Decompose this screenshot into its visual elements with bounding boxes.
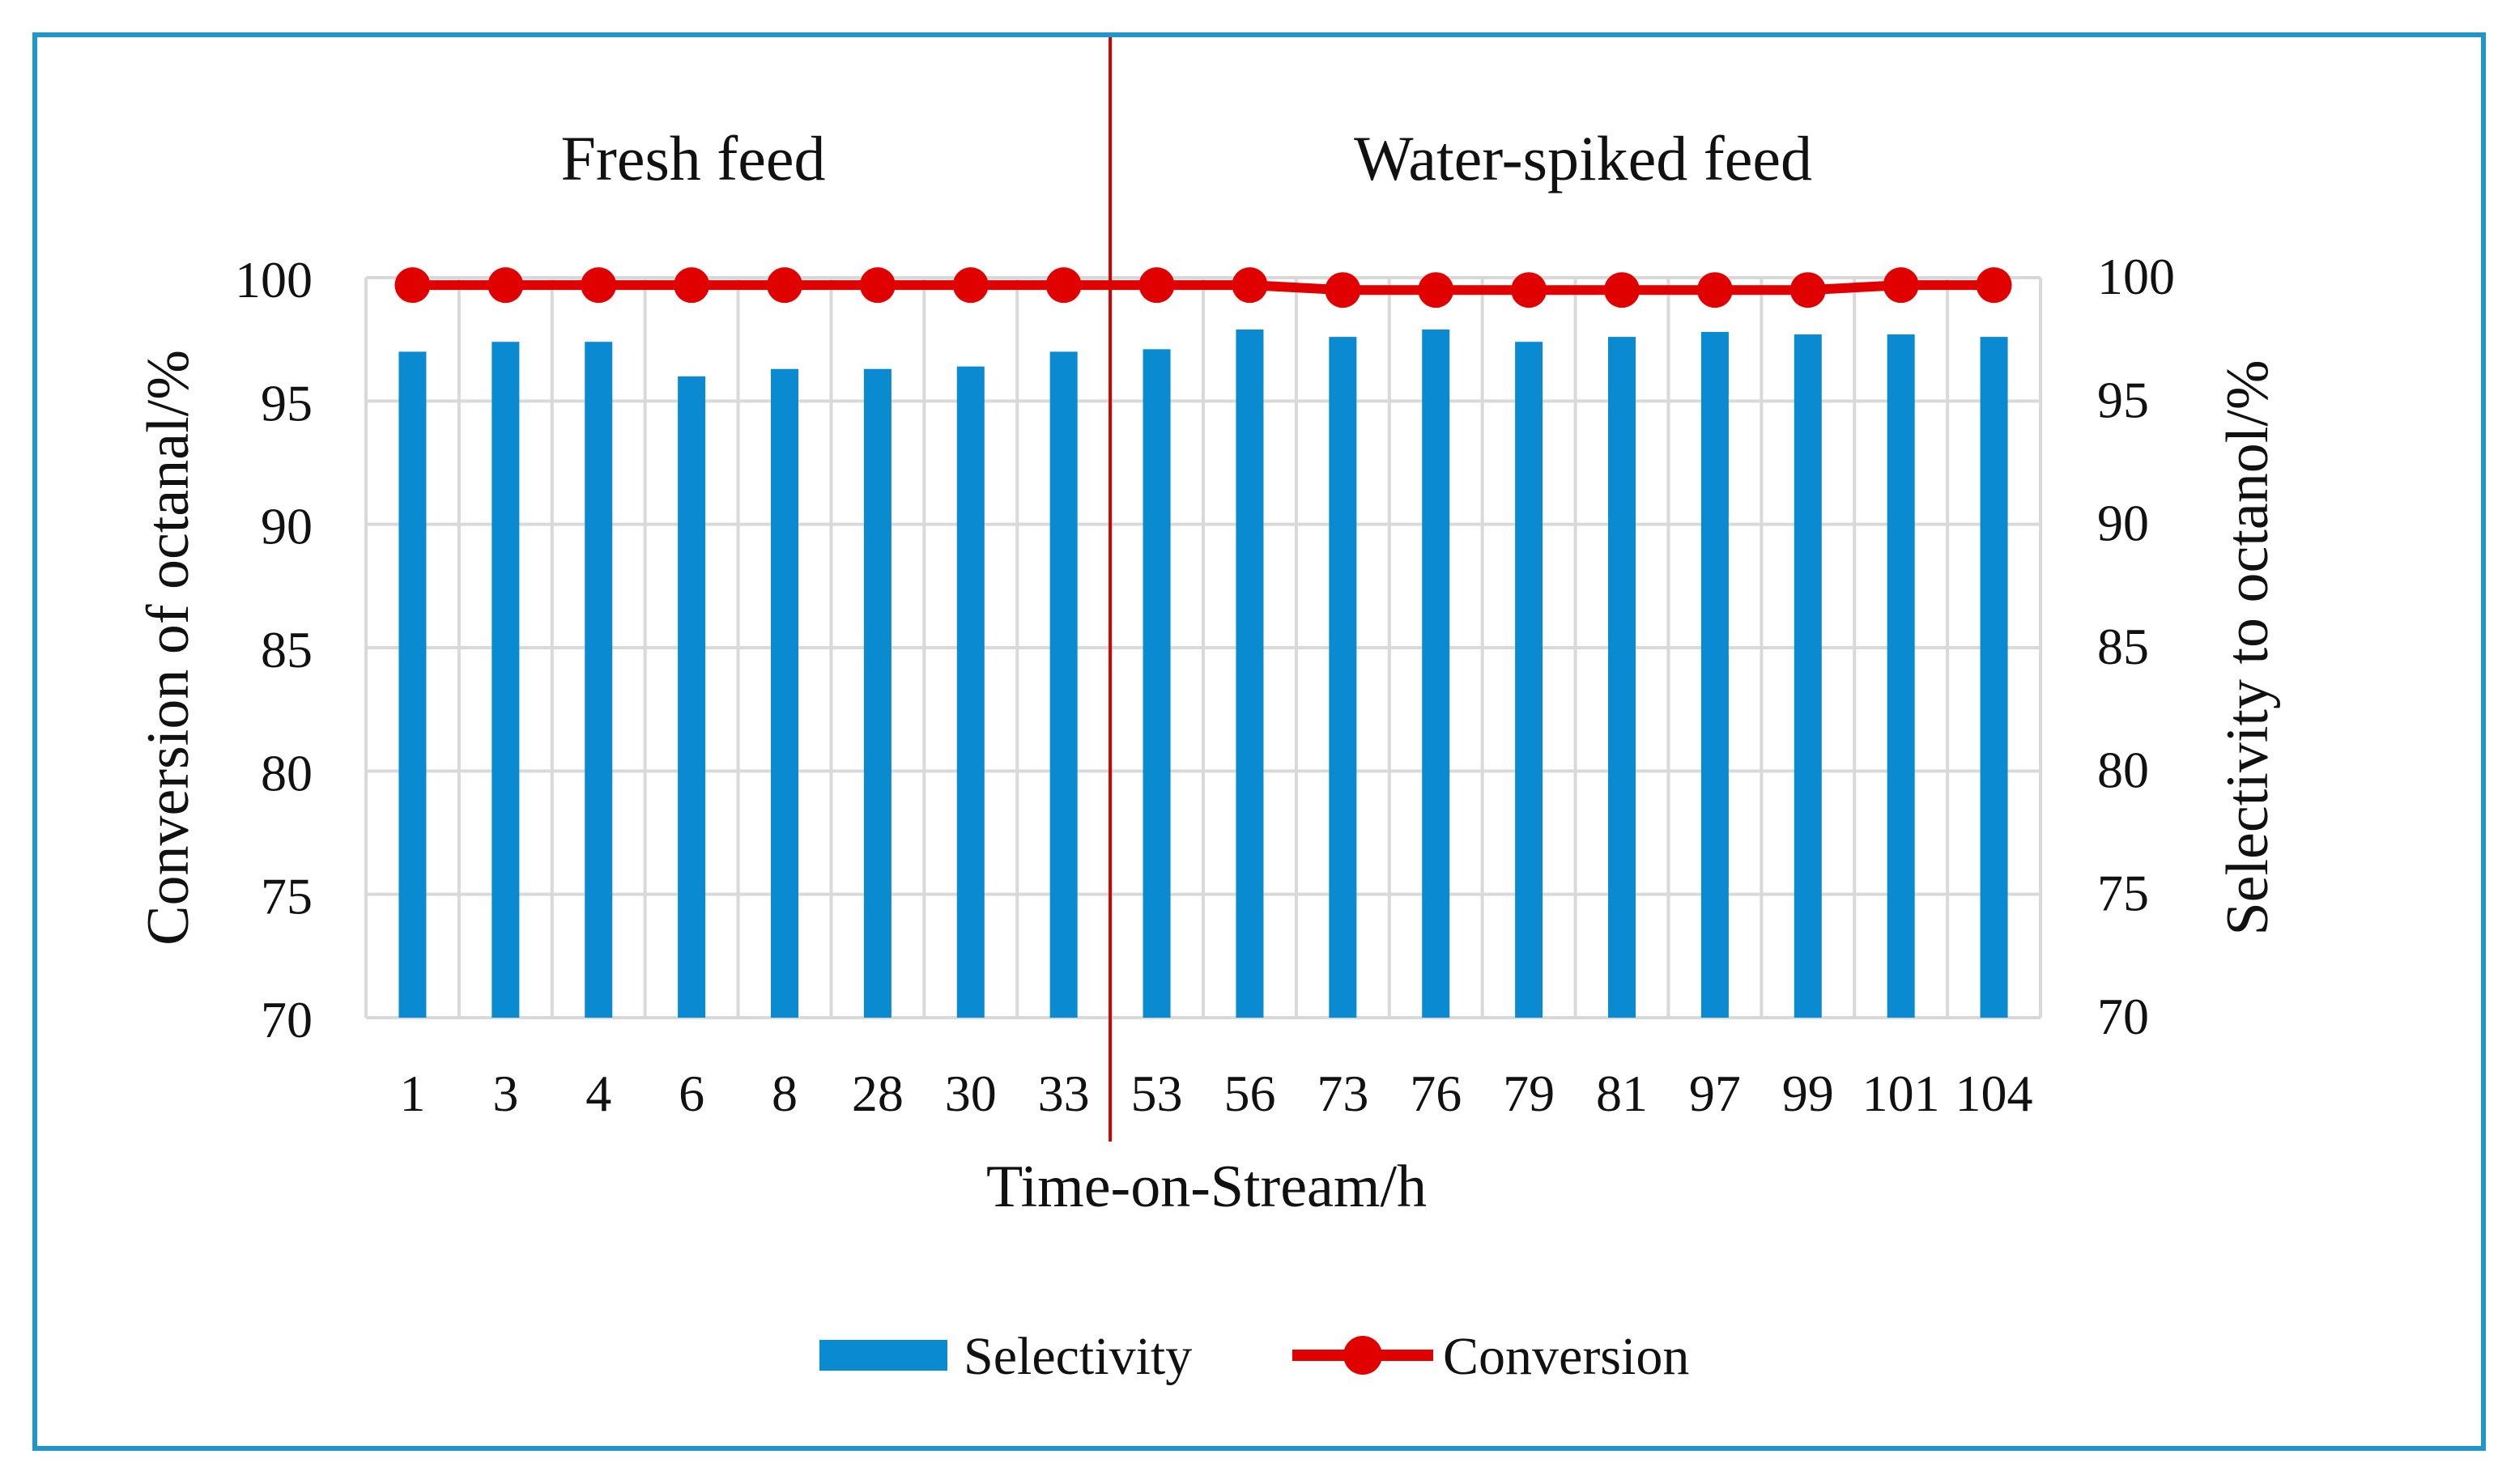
marker-conversion-73 (1325, 272, 1361, 308)
bar-selectivity-73 (1329, 337, 1357, 1018)
x-tick-4: 4 (585, 1065, 611, 1122)
bar-selectivity-81 (1608, 337, 1636, 1018)
marker-conversion-28 (859, 267, 896, 304)
x-tick-104: 104 (1955, 1065, 2033, 1122)
y-tick-left-75: 75 (261, 868, 313, 925)
y-tick-left-85: 85 (261, 621, 313, 678)
grid-lines (364, 276, 2042, 1019)
y-tick-right-75: 75 (2097, 865, 2149, 922)
y-tick-right-85: 85 (2097, 618, 2149, 675)
bar-selectivity-3 (492, 342, 520, 1018)
x-tick-56: 56 (1223, 1065, 1275, 1122)
y-tick-right-80: 80 (2097, 741, 2149, 798)
selectivity-bars (398, 329, 2008, 1018)
marker-conversion-30 (952, 267, 989, 304)
x-tick-99: 99 (1782, 1065, 1834, 1122)
marker-conversion-4 (581, 267, 617, 304)
y-tick-left-95: 95 (261, 374, 313, 432)
bar-selectivity-1 (398, 351, 427, 1018)
marker-conversion-101 (1883, 267, 1919, 304)
x-tick-97: 97 (1689, 1065, 1741, 1122)
legend-selectivity-swatch (819, 1340, 947, 1371)
marker-conversion-1 (394, 267, 431, 304)
marker-conversion-53 (1138, 267, 1175, 304)
x-tick-76: 76 (1410, 1065, 1462, 1122)
y-tick-left-100: 100 (235, 251, 313, 308)
y-axis-label-left: Conversion of octanal/% (135, 350, 202, 946)
marker-conversion-3 (487, 267, 524, 304)
x-tick-8: 8 (772, 1065, 798, 1122)
region-label-water-spiked-feed: Water-spiked feed (1354, 123, 1812, 193)
bar-selectivity-101 (1887, 334, 1915, 1018)
bar-selectivity-30 (956, 366, 985, 1018)
legend-conversion-marker (1343, 1336, 1382, 1375)
x-tick-73: 73 (1317, 1065, 1368, 1122)
bar-selectivity-76 (1422, 329, 1450, 1018)
bar-selectivity-79 (1515, 342, 1543, 1018)
bar-selectivity-99 (1794, 334, 1822, 1018)
x-tick-33: 33 (1038, 1065, 1090, 1122)
bar-selectivity-28 (863, 368, 892, 1018)
legend-selectivity-label: Selectivity (964, 1327, 1192, 1386)
x-axis-label: Time-on-Stream/h (986, 1154, 1427, 1220)
marker-conversion-99 (1789, 272, 1826, 308)
marker-conversion-8 (767, 267, 802, 304)
bar-selectivity-97 (1700, 332, 1729, 1018)
x-tick-81: 81 (1596, 1065, 1648, 1122)
marker-conversion-56 (1232, 267, 1268, 304)
x-tick-79: 79 (1503, 1065, 1555, 1122)
conversion-line (394, 267, 2012, 308)
marker-conversion-81 (1604, 272, 1640, 308)
marker-conversion-6 (674, 267, 710, 304)
marker-conversion-97 (1696, 272, 1733, 308)
marker-conversion-76 (1418, 272, 1454, 308)
region-label-fresh-feed: Fresh feed (560, 123, 825, 193)
x-tick-28: 28 (852, 1065, 904, 1122)
bar-selectivity-33 (1049, 351, 1078, 1018)
y-tick-left-80: 80 (261, 744, 313, 802)
bar-selectivity-8 (771, 368, 798, 1018)
axis-ticks: 70 70 75 75 80 80 85 85 90 90 95 95 100 100 1 3 4 6 8 28 30 3… (235, 248, 2175, 1122)
marker-conversion-104 (1976, 267, 2012, 304)
y-tick-right-70: 70 (2097, 988, 2149, 1045)
marker-conversion-79 (1511, 272, 1547, 308)
x-tick-6: 6 (679, 1065, 704, 1122)
x-tick-3: 3 (492, 1065, 518, 1122)
x-tick-30: 30 (945, 1065, 997, 1122)
bar-selectivity-6 (678, 376, 706, 1018)
x-tick-1: 1 (399, 1065, 425, 1122)
bar-selectivity-4 (585, 342, 613, 1018)
y-tick-left-90: 90 (261, 498, 313, 555)
line-conversion (412, 280, 1994, 296)
legend: Selectivity Conversion (819, 1327, 1689, 1386)
bar-selectivity-53 (1143, 349, 1171, 1018)
marker-conversion-33 (1045, 267, 1082, 304)
y-tick-right-100: 100 (2097, 248, 2175, 305)
y-axis-label-right: Selectivity to octanol/% (2215, 359, 2281, 935)
x-tick-53: 53 (1131, 1065, 1183, 1122)
y-tick-left-70: 70 (261, 991, 313, 1048)
legend-conversion-label: Conversion (1443, 1327, 1689, 1386)
bar-selectivity-104 (1980, 337, 2008, 1018)
bar-selectivity-56 (1236, 329, 1264, 1018)
y-tick-right-90: 90 (2097, 495, 2149, 552)
x-tick-101: 101 (1862, 1065, 1940, 1122)
y-tick-right-95: 95 (2097, 371, 2149, 428)
